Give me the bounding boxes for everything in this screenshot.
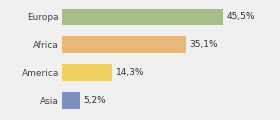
Text: 5,2%: 5,2%: [84, 96, 106, 105]
Bar: [62, 36, 186, 53]
Bar: [62, 92, 80, 109]
Text: 14,3%: 14,3%: [116, 68, 144, 77]
Text: 45,5%: 45,5%: [227, 12, 255, 21]
Bar: [62, 9, 223, 25]
Text: 35,1%: 35,1%: [190, 40, 218, 49]
Bar: [62, 64, 112, 81]
